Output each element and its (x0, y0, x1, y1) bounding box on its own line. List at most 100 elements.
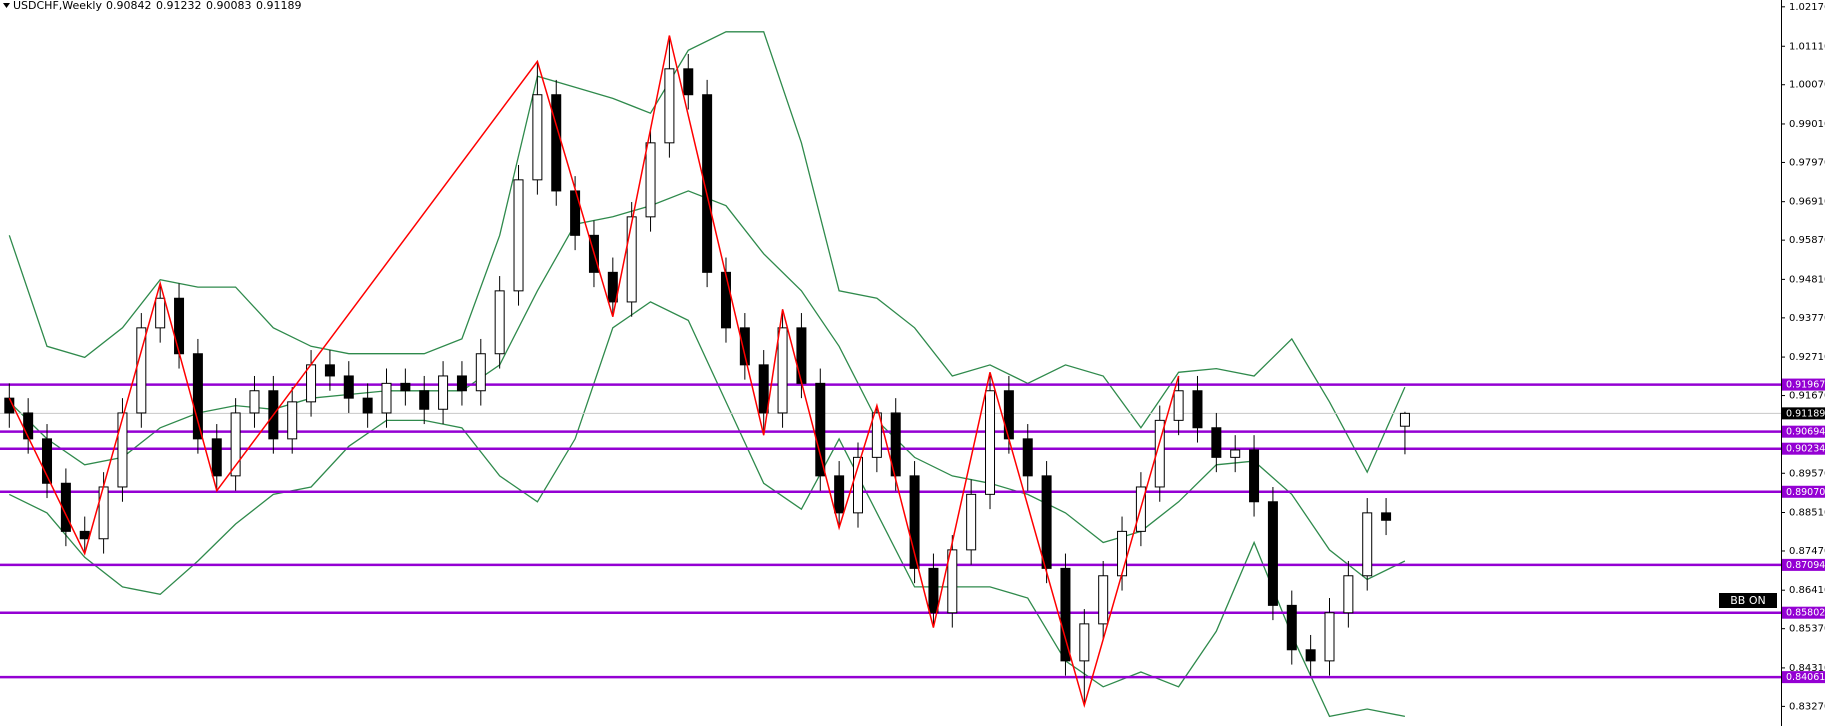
candle-body (1003, 390, 1014, 440)
candle-body (494, 290, 505, 355)
candle-body (626, 216, 637, 303)
candle-body (1154, 419, 1165, 488)
bollinger-lower (9, 301, 1406, 718)
price-label-box (1782, 407, 1825, 420)
candle-body (928, 567, 939, 614)
level-label-box (1782, 558, 1825, 571)
candle-body (1117, 530, 1128, 577)
candle-body (720, 271, 731, 329)
candle-body (4, 397, 15, 414)
candle-body (456, 375, 467, 392)
candle-body (174, 297, 185, 355)
candle-body (1343, 575, 1354, 614)
level-label: 0.90694 (1786, 427, 1825, 438)
candle-body (192, 353, 203, 440)
level-label: 0.85802 (1786, 608, 1825, 619)
candle-body (1211, 427, 1222, 458)
level-label: 0.91967 (1786, 380, 1825, 391)
bollinger-upper (8, 31, 1406, 474)
candle-body (702, 94, 713, 273)
candle-body (551, 94, 562, 192)
candle-body (362, 397, 373, 414)
candle-body (1381, 512, 1392, 521)
candle-body (1079, 623, 1090, 662)
candle-body (664, 68, 675, 144)
level-label: 0.84061 (1786, 672, 1825, 683)
candle-body (815, 382, 826, 477)
candle-body (532, 94, 543, 181)
zigzag (8, 35, 1180, 709)
candle-body (607, 271, 618, 303)
header-open: 0.90842 (106, 0, 152, 12)
candle-body (871, 412, 882, 458)
candle-body (966, 493, 977, 551)
level-label-box (1782, 485, 1825, 498)
candle-body (758, 364, 769, 414)
candle-body (890, 412, 901, 477)
candle-body (645, 142, 656, 218)
y-tick-label: 1.01110 (1789, 41, 1825, 52)
header-close: 0.91189 (256, 0, 302, 12)
indicator-label: BB ON (1730, 594, 1765, 607)
level-label: 0.87094 (1786, 560, 1825, 571)
candle-body (1399, 412, 1410, 427)
candle-body (381, 382, 392, 414)
candle-body (947, 549, 958, 614)
level-label-box (1782, 606, 1825, 619)
candle-body (1192, 390, 1203, 429)
candle-body (475, 353, 486, 392)
candle-body (1022, 438, 1033, 477)
candle-body (1060, 567, 1071, 662)
candle-body (1230, 449, 1241, 458)
candle-body (324, 364, 335, 377)
candle-body (513, 179, 524, 292)
candle-body (211, 438, 222, 477)
candle-body (909, 475, 920, 569)
candle-body (796, 327, 807, 384)
candle-body (1098, 575, 1109, 625)
header-high: 0.91232 (156, 0, 202, 12)
candle-body (343, 375, 354, 399)
candle-body (155, 297, 166, 329)
candle-body (1305, 649, 1316, 662)
candle-body (853, 456, 863, 514)
candle-body (117, 412, 128, 488)
candle-body (1267, 501, 1278, 606)
level-label: 0.90234 (1786, 444, 1825, 455)
candle-body (136, 327, 147, 414)
level-label: 0.89070 (1786, 487, 1825, 498)
level-label-box (1782, 425, 1825, 438)
candle-body (777, 327, 788, 414)
chart-title: USDCHF,Weekly (13, 0, 102, 12)
level-label-box (1782, 671, 1825, 684)
collapse-triangle (3, 3, 10, 8)
candle-body (1041, 475, 1052, 569)
candle-body (1173, 390, 1184, 421)
candle-body (1324, 612, 1335, 662)
candle-body (42, 438, 53, 484)
y-tick-label: 1.02176 (1789, 2, 1825, 13)
level-label-box (1782, 442, 1825, 455)
candle-body (1286, 604, 1297, 651)
indicator-box (1719, 593, 1777, 608)
candle-body (739, 327, 750, 366)
candle-body (230, 412, 241, 477)
candle-body (419, 390, 430, 410)
candle-body (683, 68, 694, 96)
header-low: 0.90083 (206, 0, 252, 12)
candle-body (985, 390, 996, 495)
